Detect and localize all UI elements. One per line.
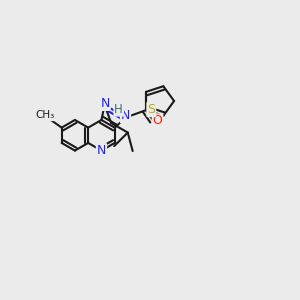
Text: S: S: [147, 103, 155, 116]
Text: N: N: [121, 110, 130, 122]
Text: CH₃: CH₃: [36, 110, 55, 120]
Text: N: N: [97, 144, 106, 157]
Text: N: N: [100, 97, 110, 110]
Text: O: O: [153, 114, 162, 127]
Text: H: H: [114, 103, 123, 116]
